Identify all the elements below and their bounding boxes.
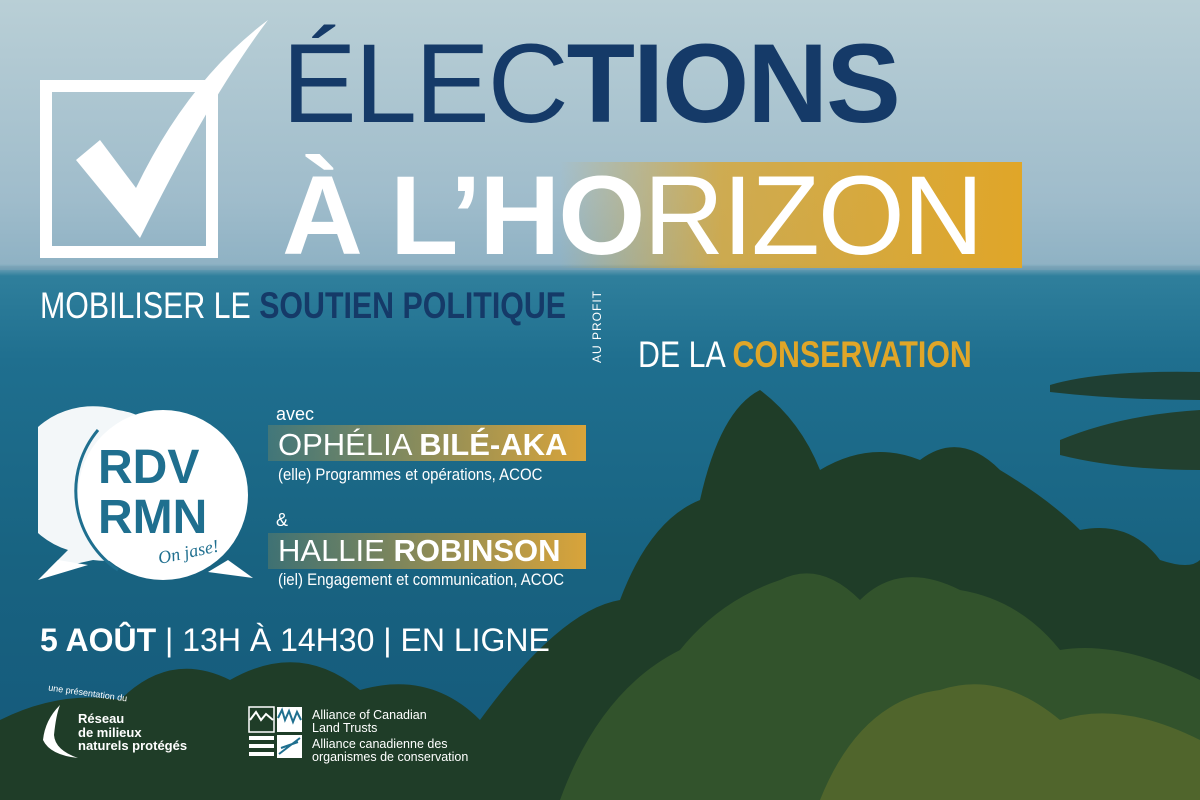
rmn-line: de milieux <box>78 724 142 740</box>
subtitle-bold: CONSERVATION <box>732 334 972 375</box>
title-bold: À L’HO <box>282 153 645 278</box>
title-light: ÉLEC <box>282 21 569 146</box>
title-line-1: ÉLECTIONS <box>282 28 901 140</box>
aclt-name-fr: Alliance canadienne des organismes de con… <box>312 737 469 765</box>
subtitle-bold: SOUTIEN POLITIQUE <box>259 285 566 326</box>
name-highlight-bar <box>268 533 586 569</box>
rdv-rmn-logo: RDV RMN On jase! <box>38 406 253 580</box>
aclt-line: Land Trusts <box>312 721 378 736</box>
event-details: 5 AOÛT | 13H À 14H30 | EN LIGNE <box>40 622 550 659</box>
aclt-name-en: Alliance of Canadian Land Trusts <box>312 708 427 736</box>
speakers-intro: avec <box>276 404 315 424</box>
subtitle-rotated: AU PROFIT <box>590 290 604 364</box>
subtitle-line-1: MOBILISER LE SOUTIEN POLITIQUE <box>40 287 566 324</box>
speaker-first: OPHÉLIA <box>278 427 420 462</box>
speaker-1-name: OPHÉLIA BILÉ-AKA <box>278 427 567 463</box>
rmn-name: Réseau de milieux naturels protégés <box>78 712 187 753</box>
title-line-2: À L’HORIZON <box>282 160 984 272</box>
subtitle-text: MOBILISER LE <box>40 285 260 326</box>
speaker-last: BILÉ-AKA <box>419 427 568 462</box>
gold-highlight-bar <box>560 162 1022 268</box>
title-bold: TIONS <box>566 21 901 146</box>
subtitle-text: DE LA <box>638 334 733 375</box>
rmn-line: naturels protégés <box>78 738 188 754</box>
aclt-line: Alliance canadienne des <box>312 737 448 751</box>
speaker-last: ROBINSON <box>393 533 561 568</box>
checkbox-check-icon <box>40 20 268 258</box>
rmn-line: Réseau <box>78 711 125 726</box>
speakers-separator: & <box>276 510 289 530</box>
logo-line-1: RDV <box>98 441 199 494</box>
speaker-2-role: (iel) Engagement et communication, ACOC <box>278 570 565 589</box>
aclt-logo-icon <box>248 706 302 758</box>
speaker-1-role: (elle) Programmes et opérations, ACOC <box>278 465 543 484</box>
subtitle-line-2: DE LA CONSERVATION <box>638 336 972 373</box>
name-highlight-bar <box>268 425 586 461</box>
logo-line-2: RMN <box>98 491 207 544</box>
separator: | <box>374 622 401 658</box>
speaker-2-name: HALLIE ROBINSON <box>278 533 561 569</box>
separator: | <box>156 622 183 658</box>
rmn-logo-icon <box>43 705 78 758</box>
speaker-first: HALLIE <box>278 533 394 568</box>
aclt-line: organismes de conservation <box>312 750 469 765</box>
title-light: RIZON <box>643 153 983 278</box>
event-place: EN LIGNE <box>400 622 550 658</box>
aclt-line: Alliance of Canadian <box>312 708 427 722</box>
event-date: 5 AOÛT <box>40 622 157 658</box>
event-time: 13H À 14H30 <box>182 622 375 658</box>
